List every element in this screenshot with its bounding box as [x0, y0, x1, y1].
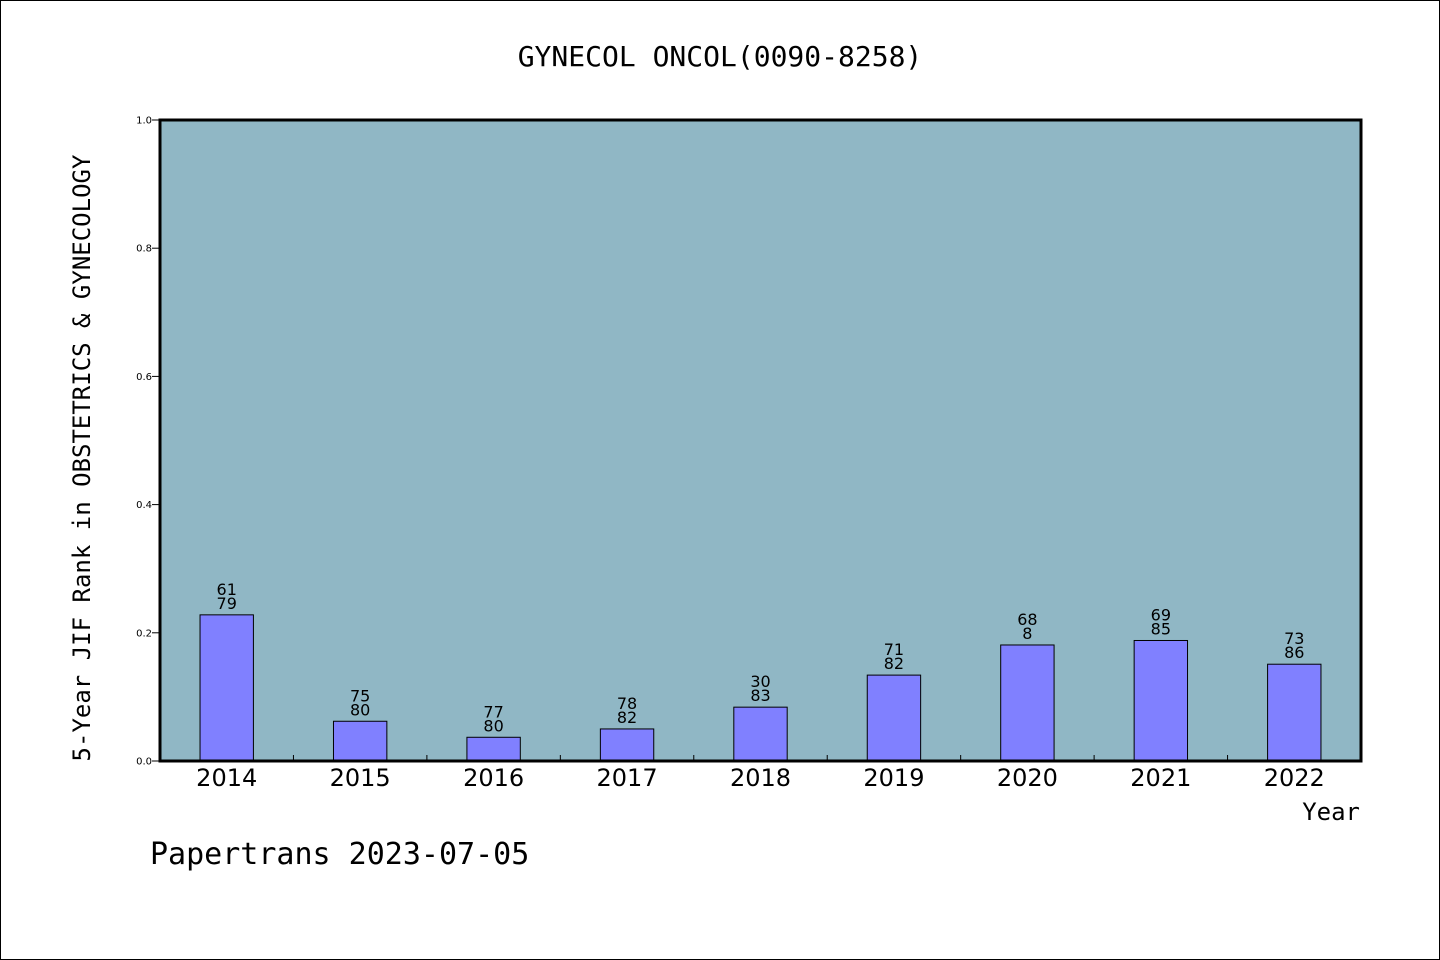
y-axis-ticks: 0.0 0.2 0.4 0.6 0.8 1.0	[136, 116, 160, 768]
bar-label-rank: 71	[884, 640, 904, 659]
x-tick-label: 2021	[1130, 764, 1191, 792]
x-tick-label: 2015	[330, 764, 391, 792]
bar-label-total: 85	[1151, 619, 1171, 638]
x-tick-label: 2020	[997, 764, 1058, 792]
x-tick-label: 2016	[463, 764, 524, 792]
chart-title: GYNECOL ONCOL(0090-8258)	[518, 40, 923, 73]
y-tick-label: 1.0	[136, 116, 152, 127]
y-axis-label: 5-Year JIF Rank in OBSTETRICS & GYNECOLO…	[68, 154, 96, 761]
y-tick-label: 0.8	[136, 244, 152, 255]
bar	[866, 674, 922, 762]
bar-label-total: 8	[1022, 624, 1032, 643]
x-tick-label: 2022	[1264, 764, 1325, 792]
y-tick-label: 0.0	[136, 757, 152, 768]
bar-label-total: 86	[1284, 643, 1304, 662]
bar-label-total: 82	[884, 654, 904, 673]
bar	[1000, 644, 1055, 762]
bar-label-rank: 75	[350, 686, 370, 705]
bar-label-rank: 68	[1017, 610, 1037, 629]
y-tick-label: 0.6	[136, 372, 152, 383]
bar-label-total: 80	[350, 700, 370, 719]
x-tick-label: 2018	[730, 764, 791, 792]
x-axis-ticks: 2014 2015 2016 2017 2018 2019 2020 2021 2022	[196, 755, 1325, 792]
bar-label-rank: 61	[217, 580, 237, 599]
y-tick-label: 0.4	[136, 500, 152, 511]
bar-label-total: 83	[750, 686, 770, 705]
bar	[733, 706, 788, 762]
y-tick-label: 0.2	[136, 628, 152, 639]
bar	[1133, 639, 1189, 762]
bar-label-rank: 69	[1151, 605, 1171, 624]
bar	[199, 614, 254, 762]
bar-label-total: 80	[483, 716, 503, 735]
bar-label-rank: 30	[750, 672, 770, 691]
bar-label-rank: 77	[483, 702, 503, 721]
footer-credit: Papertrans 2023-07-05	[150, 837, 529, 872]
x-axis-label: Year	[1302, 798, 1360, 826]
bar-label-rank: 78	[617, 694, 637, 713]
bar	[332, 720, 388, 762]
bar-label-total: 79	[217, 594, 237, 613]
x-tick-label: 2017	[597, 764, 658, 792]
x-tick-label: 2019	[863, 764, 924, 792]
bar-label-total: 82	[617, 708, 637, 727]
bar	[599, 728, 655, 762]
bar	[466, 736, 521, 762]
x-tick-label: 2014	[196, 764, 257, 792]
bar-label-rank: 73	[1284, 629, 1304, 648]
bar	[1267, 663, 1322, 762]
bars	[199, 614, 1322, 762]
plot-border	[158, 118, 1363, 763]
